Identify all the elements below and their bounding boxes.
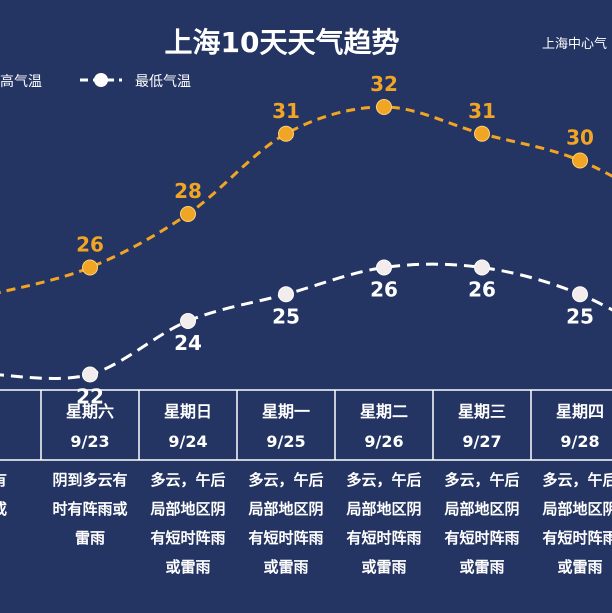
low-temp-label: 25 (566, 304, 594, 328)
low-temp-label: 22 (76, 385, 104, 409)
day-weekday: 星期一 (262, 402, 310, 421)
day-description-line: 局部地区阴 (247, 500, 323, 518)
day-weekday: 星期四 (556, 402, 604, 421)
high-temp-label: 30 (566, 126, 594, 150)
high-temp-point (572, 152, 588, 169)
day-description-line: 或雷雨 (165, 558, 210, 576)
low-temp-line (0, 262, 612, 380)
day-description-line: 或雷雨 (459, 558, 504, 576)
day-date: 9/27 (462, 432, 501, 451)
day-description-line: 局部地区阴 (149, 500, 225, 518)
day-description-line: 有短时阵雨 (150, 529, 225, 547)
day-description-line: 多云，午后 (248, 471, 323, 489)
day-description-line: 或雷雨 (557, 558, 602, 576)
high-temp-point (278, 125, 294, 142)
low-temp-point (278, 286, 294, 303)
high-temp-point (474, 125, 490, 142)
day-description-line: 有短时阵雨 (248, 529, 323, 547)
day-description-line: 有短时阵雨 (346, 529, 421, 547)
day-description-line: 局部地区阴 (541, 500, 612, 518)
low-temp-point (82, 366, 98, 383)
day-description-line: 有短时阵雨 (444, 529, 519, 547)
low-temp-label: 24 (174, 331, 202, 355)
day-description-line: 多云，午后 (542, 471, 612, 489)
high-temp-label: 26 (76, 233, 104, 257)
low-temp-label: 26 (468, 278, 496, 302)
low-temp-point (572, 286, 588, 303)
day-date: 9/28 (560, 432, 599, 451)
low-temp-label: 25 (272, 304, 300, 328)
day-description-line: 阴到多云有 (52, 471, 127, 489)
chart-title: 上海10天天气趋势 (165, 26, 400, 59)
day-weekday: 星期三 (458, 402, 506, 421)
data-labels: 52628313231302222425262625 (76, 72, 594, 409)
day-description-line: 云有 (0, 471, 7, 489)
day-description-line: 有短时阵雨 (542, 529, 612, 547)
high-temp-point (376, 99, 392, 115)
high-temp-point (82, 259, 98, 276)
series-points (82, 99, 588, 383)
legend: 高气温 最低气温 (0, 73, 191, 90)
high-temp-point (180, 206, 196, 222)
low-temp-point (376, 259, 392, 276)
legend-low-label: 最低气温 (135, 74, 191, 90)
series-lines (0, 105, 612, 380)
legend-low-marker (94, 73, 108, 87)
low-temp-point (474, 259, 490, 276)
day-date: 9/26 (364, 432, 403, 451)
day-description-line: 时有阵雨或 (52, 500, 127, 518)
day-description-line: 多云，午后 (346, 471, 421, 489)
high-temp-label: 32 (370, 72, 398, 96)
day-weekday: 星期日 (164, 402, 212, 421)
day-description-line: 局部地区阴 (443, 500, 519, 518)
high-temp-label: 31 (468, 99, 496, 123)
day-date: 9/23 (70, 432, 109, 451)
high-temp-label: 28 (174, 179, 202, 203)
day-weekday: 星期二 (360, 402, 408, 421)
high-temp-line (0, 105, 612, 294)
legend-high-label: 高气温 (0, 73, 42, 90)
low-temp-label: 26 (370, 278, 398, 302)
low-temp-point (180, 313, 196, 329)
day-date: 9/25 (266, 432, 305, 451)
source-label: 上海中心气 (542, 36, 607, 52)
forecast-table: 五2云有雨或星期六9/23阴到多云有时有阵雨或雷雨星期日9/24多云，午后局部地… (0, 389, 612, 576)
day-date: 9/24 (168, 432, 207, 451)
high-temp-label: 31 (272, 99, 300, 123)
day-description-line: 或雷雨 (361, 558, 406, 576)
day-description-line: 局部地区阴 (345, 500, 421, 518)
day-description-line: 多云，午后 (150, 471, 225, 489)
day-description-line: 雷雨 (75, 529, 105, 547)
day-description-line: 雨或 (0, 500, 7, 518)
day-description-line: 多云，午后 (444, 471, 519, 489)
day-description-line: 或雷雨 (263, 558, 308, 576)
day-weekday: 星期六 (66, 402, 114, 421)
